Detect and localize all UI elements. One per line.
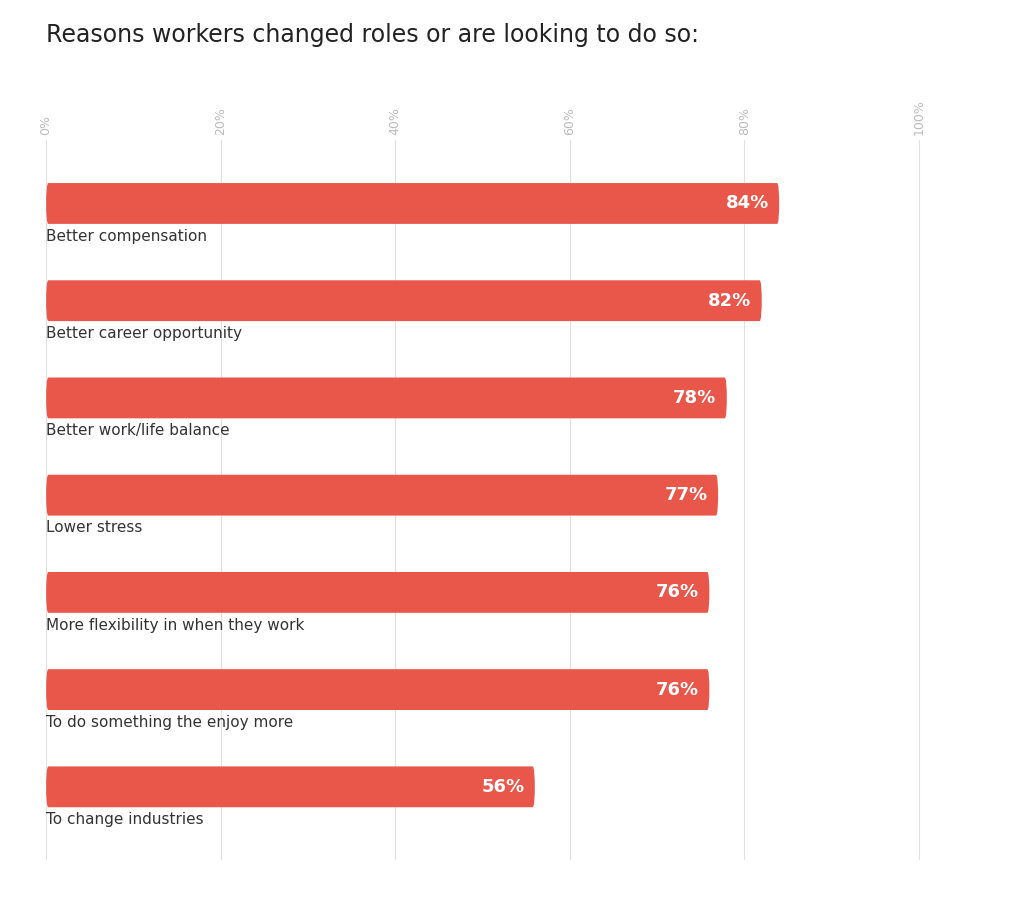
- Text: Reasons workers changed roles or are looking to do so:: Reasons workers changed roles or are loo…: [46, 23, 699, 47]
- Text: Better compensation: Better compensation: [46, 229, 207, 243]
- FancyBboxPatch shape: [46, 669, 710, 710]
- FancyBboxPatch shape: [46, 572, 710, 613]
- FancyBboxPatch shape: [46, 767, 535, 807]
- Text: 84%: 84%: [726, 195, 769, 213]
- Text: Lower stress: Lower stress: [46, 520, 142, 536]
- FancyBboxPatch shape: [46, 183, 779, 224]
- Text: More flexibility in when they work: More flexibility in when they work: [46, 617, 304, 633]
- FancyBboxPatch shape: [46, 475, 718, 516]
- Text: Better work/life balance: Better work/life balance: [46, 424, 229, 438]
- Text: Better career opportunity: Better career opportunity: [46, 326, 242, 341]
- Text: To do something the enjoy more: To do something the enjoy more: [46, 715, 293, 730]
- FancyBboxPatch shape: [46, 377, 727, 418]
- Text: 76%: 76%: [655, 584, 699, 602]
- Text: 77%: 77%: [665, 486, 708, 504]
- FancyBboxPatch shape: [46, 281, 762, 321]
- Text: 76%: 76%: [655, 681, 699, 699]
- Text: To change industries: To change industries: [46, 812, 204, 827]
- Text: 56%: 56%: [481, 777, 524, 795]
- Text: 78%: 78%: [673, 389, 717, 407]
- Text: 82%: 82%: [708, 291, 752, 310]
